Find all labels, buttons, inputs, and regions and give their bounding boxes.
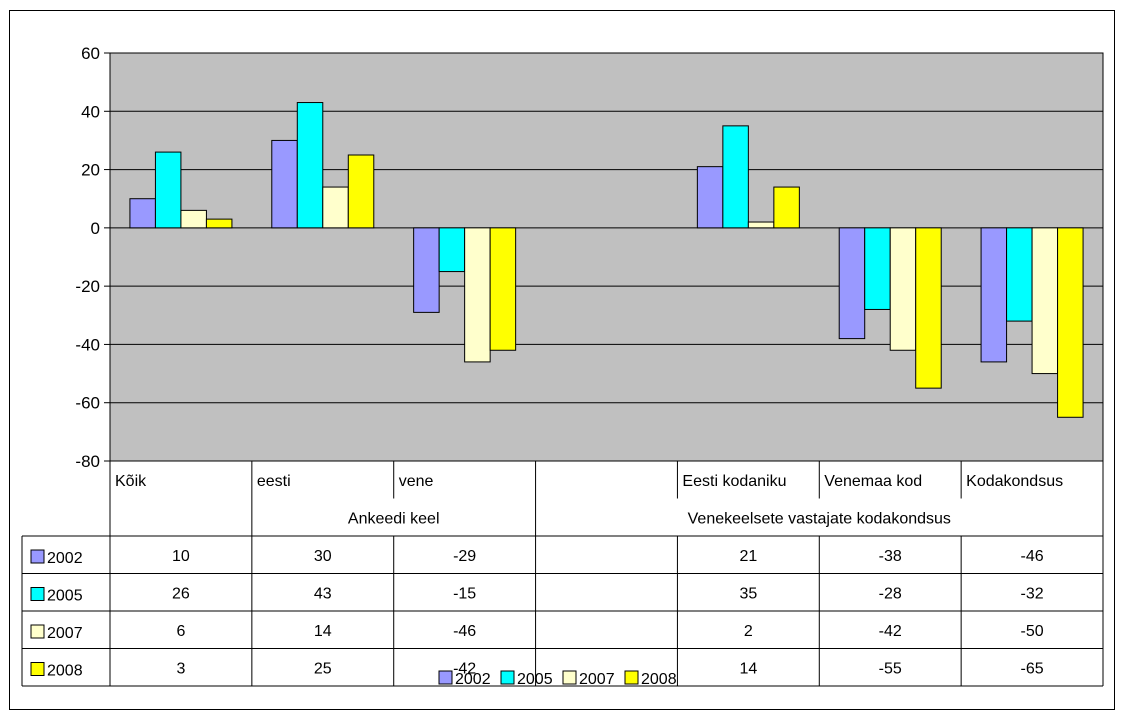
- table-cell-value: -55: [879, 661, 902, 678]
- table-key-2008: [30, 662, 45, 676]
- table-cell-value: 14: [739, 661, 757, 678]
- bar-2007-4: [747, 221, 775, 229]
- table-cell-value: -29: [453, 548, 476, 565]
- bar-2002-5: [838, 227, 866, 340]
- table-cell-value: -38: [879, 548, 902, 565]
- table-cell-value: 43: [314, 586, 332, 603]
- bar-2007-5: [889, 227, 917, 351]
- table-cell-value: 25: [314, 661, 332, 678]
- table-cell-value: 10: [172, 548, 190, 565]
- y-tick-label: 60: [81, 44, 100, 63]
- table-series-name: 2002: [47, 550, 83, 567]
- table-cell-value: 35: [739, 586, 757, 603]
- table-cell-value: -42: [453, 661, 476, 678]
- chart-frame: 60 40 20 0 -20 -40 -60 -80 Kõik eesti vene Eesti k…: [9, 10, 1115, 710]
- table-cell-value: 6: [176, 623, 185, 640]
- bar-2008-0: [205, 218, 233, 229]
- category-label: Venemaa kod: [824, 473, 922, 490]
- bar-2002-2: [413, 227, 440, 313]
- legend-label: 2007: [579, 671, 615, 688]
- bar-2008-1: [347, 154, 375, 229]
- y-tick-label: -80: [75, 452, 100, 471]
- bar-2008-6: [1057, 227, 1084, 418]
- table-cell-value: -15: [453, 586, 476, 603]
- category-label: Kõik: [115, 473, 147, 490]
- legend-key-2008: [624, 670, 639, 685]
- bar-2005-0: [154, 151, 182, 229]
- y-tick-label: 20: [81, 161, 100, 180]
- category-label: eesti: [257, 473, 291, 490]
- bar-2002-0: [129, 198, 156, 229]
- bar-2002-1: [271, 139, 298, 229]
- table-cell-value: 30: [314, 548, 332, 565]
- bar-2007-0: [180, 209, 207, 229]
- table-key-2007: [30, 624, 45, 639]
- table-cell-value: 26: [172, 586, 190, 603]
- table-cell-value: 21: [739, 548, 757, 565]
- y-tick-label: -60: [75, 394, 100, 413]
- bar-2005-6: [1006, 227, 1033, 322]
- y-tick-label: -40: [75, 335, 100, 354]
- y-tick-label: 40: [81, 102, 100, 121]
- data-table: Kõik eesti vene Eesti kodaniku Venemaa kod Ko…: [21, 461, 1104, 687]
- table-cell-value: -46: [1021, 548, 1044, 565]
- bar-2008-4: [773, 186, 800, 229]
- bar-2002-4: [696, 166, 724, 229]
- bar-2005-2: [438, 227, 466, 273]
- legend-key-2007: [562, 670, 577, 685]
- table-series-name: 2008: [47, 663, 83, 680]
- y-tick-label: -20: [75, 277, 100, 296]
- category-label: Eesti kodaniku: [682, 473, 786, 490]
- chart: 60 40 20 0 -20 -40 -60 -80 Kõik eesti vene Eesti k…: [21, 44, 1104, 688]
- plot-border: [109, 52, 1104, 462]
- table-series-name: 2005: [47, 588, 83, 605]
- table-cell-value: 3: [176, 661, 185, 678]
- plot-area: 60 40 20 0 -20 -40 -60 -80: [75, 44, 1104, 471]
- y-tick-label: 0: [91, 219, 100, 238]
- legend-label: 2002: [455, 671, 491, 688]
- table-series-name: 2007: [47, 625, 83, 642]
- group-label: Ankeedi keel: [348, 511, 440, 528]
- category-label: vene: [399, 473, 434, 490]
- table-cell-value: -65: [1021, 661, 1044, 678]
- legend-key-2005: [500, 670, 515, 685]
- table-cell-value: 14: [314, 623, 332, 640]
- bar-2008-2: [489, 227, 517, 351]
- bar-2008-5: [915, 227, 942, 389]
- plot-background: [110, 53, 1103, 461]
- table-cell-value: -50: [1021, 623, 1044, 640]
- table-cell-value: -32: [1021, 586, 1044, 603]
- bar-2002-6: [980, 227, 1008, 363]
- bar-2007-1: [322, 186, 349, 229]
- table-cell-value: -46: [453, 623, 476, 640]
- bar-2005-5: [864, 227, 891, 310]
- table-key-2005: [30, 587, 45, 601]
- category-label: Kodakondsus: [966, 473, 1063, 490]
- group-label: Venekeelsete vastajate kodakondsus: [688, 511, 951, 528]
- legend-key-2002: [438, 670, 453, 685]
- legend: 2002 2005 2007 2008: [438, 670, 677, 688]
- legend-label: 2005: [517, 671, 553, 688]
- table-cell-value: 2: [744, 623, 753, 640]
- table-cell-value: -28: [879, 586, 902, 603]
- legend-label: 2008: [641, 671, 677, 688]
- bar-2005-4: [722, 125, 749, 229]
- bar-2005-1: [296, 102, 324, 229]
- bar-2007-6: [1031, 227, 1059, 375]
- bar-2007-2: [464, 227, 491, 363]
- table-key-2002: [30, 549, 45, 564]
- table-cell-value: -42: [879, 623, 902, 640]
